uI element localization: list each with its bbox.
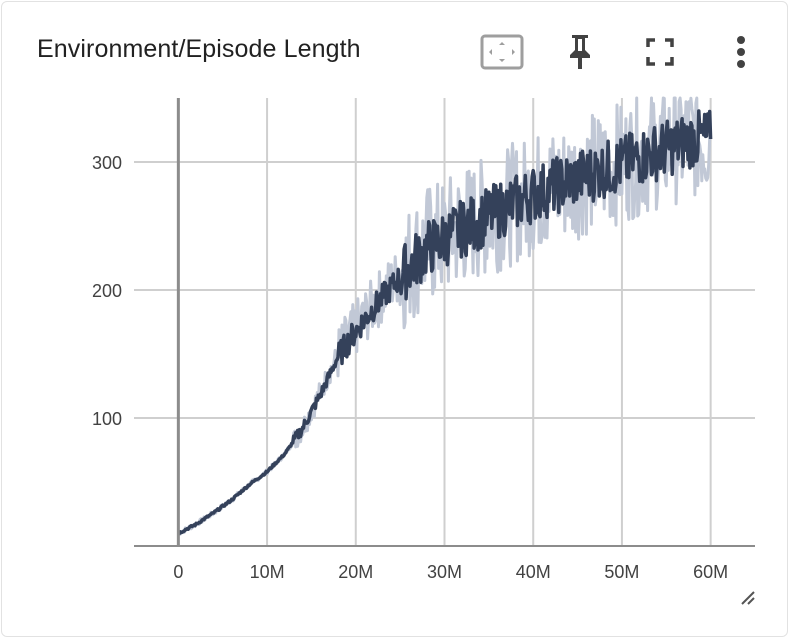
fullscreen-button[interactable] bbox=[638, 30, 682, 74]
x-tick-label: 60M bbox=[693, 562, 728, 582]
fit-domain-button[interactable] bbox=[476, 30, 528, 74]
pin-icon bbox=[570, 35, 590, 69]
axes: 0 10M 20M 30M 40M 50M 60M 100 200 300 bbox=[92, 98, 755, 582]
raw-series-layer bbox=[177, 96, 712, 536]
x-tick-label: 50M bbox=[604, 562, 639, 582]
y-tick-label: 100 bbox=[92, 409, 122, 429]
x-tick-label: 0 bbox=[173, 562, 183, 582]
x-tick-label: 20M bbox=[338, 562, 373, 582]
x-tick-label: 40M bbox=[516, 562, 551, 582]
x-tick-label: 10M bbox=[250, 562, 285, 582]
smoothed-series-layer bbox=[177, 109, 713, 536]
y-tick-label: 200 bbox=[92, 281, 122, 301]
fullscreen-icon bbox=[646, 38, 674, 66]
chart-title: Environment/Episode Length bbox=[37, 35, 361, 63]
pin-button[interactable] bbox=[558, 30, 602, 74]
more-vert-icon bbox=[737, 36, 745, 68]
resize-handle-icon[interactable] bbox=[738, 588, 756, 606]
raw-series-line bbox=[177, 96, 712, 536]
fit-to-domain-icon bbox=[480, 34, 524, 70]
smoothed-series-line bbox=[177, 109, 713, 536]
more-options-button[interactable] bbox=[724, 30, 758, 74]
y-tick-label: 300 bbox=[92, 153, 122, 173]
x-tick-label: 30M bbox=[427, 562, 462, 582]
